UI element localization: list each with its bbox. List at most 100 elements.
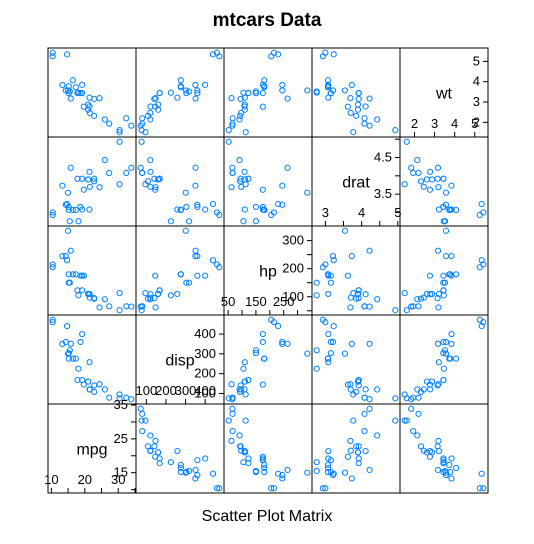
point-mpg-hp-16: [63, 257, 71, 264]
point-disp-wt-13: [177, 83, 184, 90]
diag-ticklabel-bottom-disp-1: 200: [155, 383, 177, 398]
diag-ticklabel-bottom-mpg-2: 20: [78, 472, 92, 487]
point-wt-drat-19: [408, 164, 415, 171]
point-disp-drat-10: [156, 175, 163, 182]
point-drat-disp-28: [366, 340, 373, 347]
point-disp-mpg-8: [151, 443, 158, 450]
point-wt-disp-15: [480, 319, 487, 326]
point-mpg-hp-29: [80, 272, 87, 279]
point-disp-mpg-30: [182, 469, 189, 476]
point-mpg-hp-12: [72, 271, 79, 278]
point-disp-drat-24: [202, 206, 209, 213]
point-mpg-disp-22: [65, 349, 72, 357]
point-mpg-disp-29: [80, 381, 87, 388]
point-mpg-drat-3: [86, 206, 93, 213]
diag-ticklabel-right-hp-1: 100: [282, 289, 304, 304]
diag-ticklabel-bottom-disp-2: 300: [175, 383, 197, 398]
point-drat-mpg-27: [350, 417, 357, 424]
point-disp-drat-27: [142, 181, 149, 188]
diag-ticklabel-bottom-wt-0: 2: [411, 116, 418, 131]
point-drat-mpg-31: [362, 447, 369, 455]
point-drat-mpg-25: [361, 427, 368, 435]
point-drat-mpg-10: [355, 460, 362, 467]
point-mpg-wt-27: [116, 129, 123, 136]
point-mpg-hp-30: [64, 227, 72, 234]
point-hp-mpg-26: [236, 432, 243, 439]
point-drat-hp-24: [325, 272, 332, 279]
diag-ticklabel-bottom-drat-2: 4: [358, 205, 365, 220]
panel-wt-vs-hp: [399, 225, 489, 316]
point-disp-mpg-4: [194, 457, 201, 464]
point-wt-disp-26: [414, 386, 421, 393]
point-mpg-hp-22: [65, 279, 72, 286]
point-wt-mpg-26: [414, 432, 421, 439]
point-drat-wt-27: [350, 129, 357, 136]
point-wt-disp-16: [478, 323, 485, 330]
point-hp-disp-15: [270, 319, 278, 326]
point-hp-disp-25: [229, 394, 236, 401]
point-mpg-disp-27: [116, 391, 123, 398]
point-disp-drat-21: [186, 218, 193, 225]
point-wt-disp-25: [410, 394, 417, 401]
point-mpg-drat-8: [91, 175, 98, 182]
point-drat-disp-30: [341, 350, 349, 357]
diagonal-label-wt: wt: [435, 86, 453, 103]
point-wt-mpg-12: [446, 461, 453, 468]
point-mpg-disp-31: [86, 386, 93, 393]
point-drat-mpg-18: [392, 417, 399, 424]
point-hp-disp-27: [242, 391, 249, 398]
point-wt-mpg-11: [452, 464, 460, 472]
point-mpg-wt-11: [69, 77, 76, 84]
panel-disp-vs-hp: [135, 225, 225, 316]
point-drat-wt-25: [361, 120, 368, 127]
point-wt-hp-25: [410, 303, 417, 310]
point-hp-wt-8: [237, 95, 244, 103]
diagonal-label-mpg: mpg: [76, 442, 107, 459]
point-wt-mpg-7: [435, 437, 442, 444]
point-mpg-drat-24: [79, 206, 86, 213]
point-drat-hp-8: [355, 295, 362, 302]
point-hp-drat-10: [245, 175, 252, 182]
point-wt-disp-20: [420, 386, 427, 393]
point-hp-wt-28: [284, 95, 291, 102]
panel-frame-hp-wt: [223, 47, 313, 138]
diag-ticklabel-right-mpg-1: 15: [114, 465, 128, 480]
point-mpg-wt-18: [116, 127, 123, 134]
point-drat-wt-15: [322, 49, 329, 56]
point-hp-disp-28: [284, 340, 291, 347]
point-wt-disp-4: [440, 338, 447, 346]
point-drat-mpg-14: [319, 485, 326, 492]
point-hp-wt-24: [259, 81, 266, 88]
point-drat-hp-10: [355, 287, 362, 294]
diag-ticklabel-right-drat-3: 4.5: [374, 150, 392, 165]
panel-hp-vs-hp: hp 50 100 150 200 250 300: [221, 225, 313, 316]
diag-ticklabel-right-wt-3: 5: [473, 53, 480, 68]
point-drat-wt-11: [324, 77, 332, 84]
point-mpg-disp-16: [63, 323, 71, 330]
point-drat-mpg-8: [355, 443, 362, 450]
point-mpg-drat-15: [49, 209, 56, 216]
point-drat-mpg-30: [341, 469, 349, 476]
point-drat-hp-18: [392, 307, 399, 314]
point-wt-hp-5: [440, 292, 447, 299]
diag-ticklabel-bottom-wt-1: 3: [431, 116, 438, 131]
point-hp-wt-6: [279, 87, 286, 94]
panel-disp-vs-mpg: [135, 403, 225, 494]
point-mpg-disp-8: [91, 382, 98, 389]
point-disp-drat-30: [182, 189, 189, 196]
point-disp-wt-6: [194, 87, 201, 94]
point-mpg-disp-30: [64, 350, 72, 357]
panel-drat-vs-hp: [311, 225, 401, 316]
point-drat-wt-20: [347, 109, 354, 116]
point-hp-disp-21: [252, 347, 260, 354]
point-drat-mpg-15: [322, 485, 329, 492]
point-drat-mpg-13: [324, 468, 332, 476]
point-mpg-wt-9: [79, 89, 86, 97]
point-disp-drat-15: [213, 209, 221, 216]
point-drat-mpg-5: [313, 459, 320, 466]
point-drat-hp-5: [313, 292, 320, 299]
point-wt-mpg-10: [440, 460, 447, 467]
point-mpg-drat-17: [123, 169, 130, 176]
point-hp-mpg-5: [240, 459, 247, 466]
point-drat-wt-7: [347, 95, 354, 102]
